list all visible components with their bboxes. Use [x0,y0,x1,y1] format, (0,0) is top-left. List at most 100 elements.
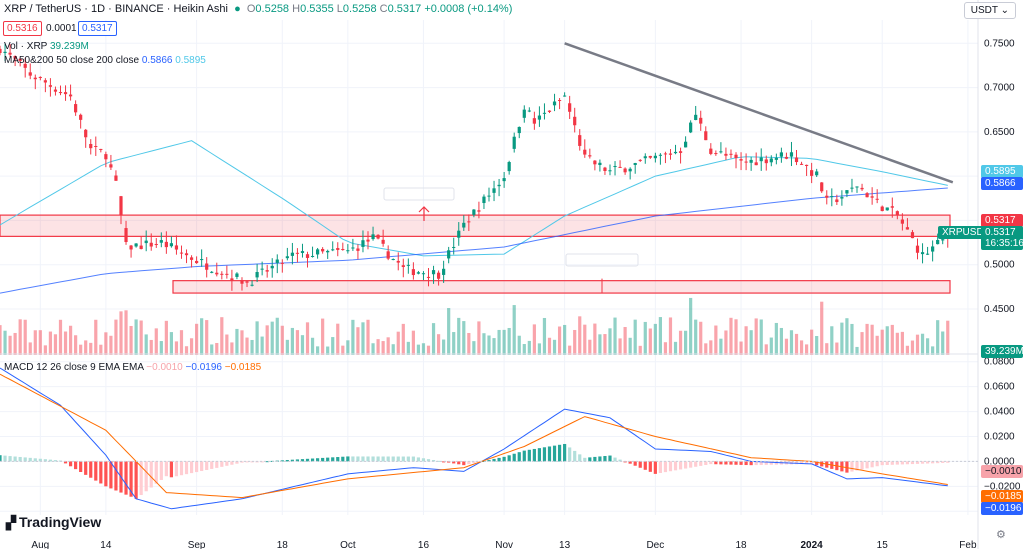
candle-body [356,248,360,251]
volume-bar [169,332,174,355]
candle-body [3,51,7,54]
symbol-price-tag: XRPUSDT [938,226,990,239]
candle-body [210,271,214,273]
macd-signal-tag: −0.0185 [981,490,1023,503]
price-tick-label: 0.4500 [984,304,1015,315]
macd-histogram-bar [704,461,708,465]
macd-histogram-bar [820,461,824,467]
macd-histogram-bar [517,452,521,462]
volume-bar [608,328,612,355]
currency-select[interactable]: USDT ⌄ [963,2,1016,19]
lower-zone [172,280,951,294]
macd-histogram-bar [290,459,294,462]
brand-name: TradingView [19,514,102,530]
faint-box [383,187,455,201]
macd-histogram-bar [724,461,728,465]
x-tick-label: Sep [188,540,206,549]
volume-bar [457,317,461,355]
close-label: C [379,3,388,15]
macd-histogram-bar [421,458,426,462]
candle-body [875,198,879,200]
volume-bar [779,327,783,355]
volume-bar [467,332,471,355]
currency-label: USDT [970,5,998,16]
candle-body [502,178,506,182]
candle-body [557,100,562,102]
volume-bar [18,319,22,355]
volume-bar [527,340,531,355]
macd-histogram-bar [845,461,849,473]
candle-body [184,253,189,256]
volume-bar [300,335,305,355]
volume-bar [210,344,214,355]
volume-bar [653,323,657,355]
upper-zone [0,214,951,237]
candle-body [109,164,113,168]
candle-body [285,256,289,259]
macd-histogram-bar [18,456,22,462]
macd-legend-label: MACD 12 26 close 9 EMA EMA [4,362,144,373]
volume-bar [557,326,562,355]
volume-bar [482,333,486,355]
macd-histogram-bar [33,458,37,462]
settings-gear-icon[interactable]: ⚙ [996,529,1006,541]
candle-body [48,85,53,87]
volume-bar [673,341,678,355]
macd-histogram-bar [815,461,819,466]
candle-body [925,253,930,255]
macd-histogram-bar [910,461,915,465]
volume-bar [154,328,158,355]
candle-body [623,168,627,173]
candle-body [124,228,128,243]
low-value: 0.5258 [342,3,377,15]
ask-box[interactable]: 0.5317 [78,21,117,36]
macd-histogram-bar [759,461,763,465]
macd-histogram-bar [482,461,486,463]
bid-box[interactable]: 0.5316 [3,21,42,36]
volume-bar [870,324,874,355]
candle-body [552,101,557,106]
price-tick-label: 0.7500 [984,38,1015,49]
candle-body [905,227,910,230]
macd-legend[interactable]: MACD 12 26 close 9 EMA EMA −0.0010 −0.01… [4,362,261,373]
candle-body [900,219,904,224]
candle-body [694,114,698,121]
macd-histogram-bar [0,455,2,462]
tradingview-mark-icon: ▞ [6,515,16,530]
macd-histogram-bar [401,456,405,462]
volume-bar [109,335,113,355]
open-value: 0.5258 [255,3,290,15]
volume-bar [845,318,849,355]
macd-histogram-bar [149,461,153,488]
macd-histogram-bar [8,456,12,462]
candle-body [406,264,410,266]
macd-histogram-bar [487,459,491,462]
volume-bar [603,334,607,355]
volume-bar [794,333,799,355]
symbol-title[interactable]: XRP / TetherUS · 1D · BINANCE · Heikin A… [4,3,228,15]
candle-body [99,148,103,150]
volume-bar [74,335,78,355]
macd-histogram-bar [205,461,209,470]
macd-histogram-bar [598,456,602,462]
volume-bar [290,327,294,355]
macd-histogram-bar [366,456,370,462]
ma-legend[interactable]: MA50&200 50 close 200 close 0.5866 0.589… [4,55,206,66]
volume-bar [159,341,163,355]
candle-body [139,245,143,250]
candle-body [63,92,68,95]
volume-legend[interactable]: Vol · XRP 39.239M [4,41,89,52]
volume-bar [124,310,128,355]
candle-body [684,141,688,148]
macd-histogram-bar [804,461,809,465]
macd-histogram-bar [714,461,718,465]
macd-histogram-bar [694,461,698,467]
volume-bar [502,329,506,355]
volume-bar [84,340,88,355]
candle-body [215,272,219,275]
volume-bar [184,346,189,355]
candle-body [426,276,431,278]
chevron-down-icon: ⌄ [1000,5,1009,16]
candle-body [13,55,17,59]
